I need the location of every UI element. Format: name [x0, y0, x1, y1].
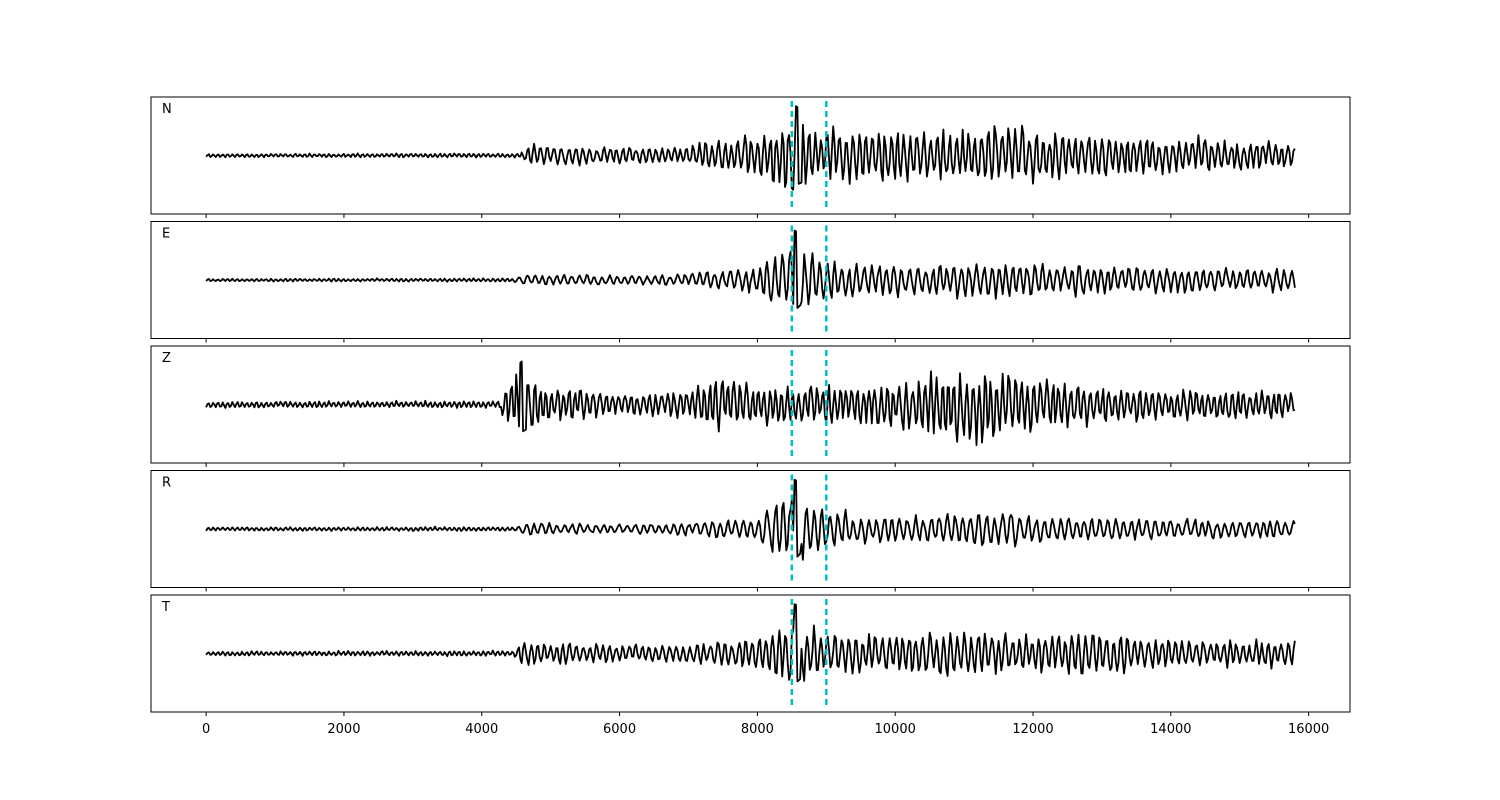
panel-frame [150, 221, 1351, 339]
x-tick-label: 0 [202, 722, 210, 737]
x-tick-label: 2000 [327, 722, 360, 737]
x-tick-label: 14000 [1150, 722, 1191, 737]
trace-line-z [205, 360, 1296, 447]
panel-z: Z [150, 345, 1351, 467]
channel-label: E [162, 227, 170, 242]
panel-n: N [150, 96, 1351, 218]
channel-label: N [162, 102, 172, 117]
panel-frame [150, 345, 1351, 464]
trace-line-t [205, 603, 1296, 683]
channel-label: R [162, 476, 171, 491]
x-axis: 0 2000 4000 6000 8000 10000 12000 14000 16000 [202, 722, 1329, 737]
panels-group: N E Z R T [150, 96, 1351, 716]
x-tick-label: 8000 [741, 722, 774, 737]
panel-frame [150, 470, 1351, 588]
x-tick-label: 12000 [1012, 722, 1053, 737]
panel-t: T [150, 594, 1351, 716]
channel-label: T [161, 600, 170, 615]
trace-line-e [205, 229, 1296, 309]
panel-e: E [150, 221, 1351, 343]
channel-label: Z [162, 351, 171, 366]
x-tick-label: 6000 [603, 722, 636, 737]
trace-line-n [205, 105, 1296, 191]
x-tick-label: 10000 [875, 722, 916, 737]
panel-frame [150, 96, 1351, 215]
x-tick-label: 16000 [1288, 722, 1329, 737]
trace-line-r [205, 478, 1296, 561]
x-tick-label: 4000 [465, 722, 498, 737]
panel-frame [150, 594, 1351, 713]
panel-r: R [150, 470, 1351, 592]
